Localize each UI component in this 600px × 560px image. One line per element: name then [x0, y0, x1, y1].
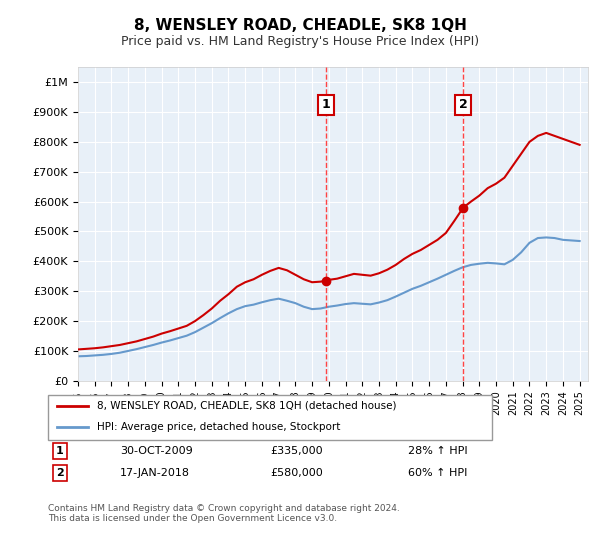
Text: 30-OCT-2009: 30-OCT-2009 [120, 446, 193, 456]
Text: 17-JAN-2018: 17-JAN-2018 [120, 468, 190, 478]
Text: 1: 1 [56, 446, 64, 456]
Text: 1: 1 [322, 99, 331, 111]
Text: 8, WENSLEY ROAD, CHEADLE, SK8 1QH: 8, WENSLEY ROAD, CHEADLE, SK8 1QH [134, 18, 466, 32]
Text: 8, WENSLEY ROAD, CHEADLE, SK8 1QH (detached house): 8, WENSLEY ROAD, CHEADLE, SK8 1QH (detac… [97, 401, 397, 411]
Text: 2: 2 [459, 99, 467, 111]
Text: Price paid vs. HM Land Registry's House Price Index (HPI): Price paid vs. HM Land Registry's House … [121, 35, 479, 49]
Text: HPI: Average price, detached house, Stockport: HPI: Average price, detached house, Stoc… [97, 422, 340, 432]
Text: Contains HM Land Registry data © Crown copyright and database right 2024.
This d: Contains HM Land Registry data © Crown c… [48, 504, 400, 524]
Text: £335,000: £335,000 [270, 446, 323, 456]
Text: 2: 2 [56, 468, 64, 478]
Text: £580,000: £580,000 [270, 468, 323, 478]
Text: 28% ↑ HPI: 28% ↑ HPI [408, 446, 467, 456]
Text: 60% ↑ HPI: 60% ↑ HPI [408, 468, 467, 478]
FancyBboxPatch shape [48, 395, 492, 440]
